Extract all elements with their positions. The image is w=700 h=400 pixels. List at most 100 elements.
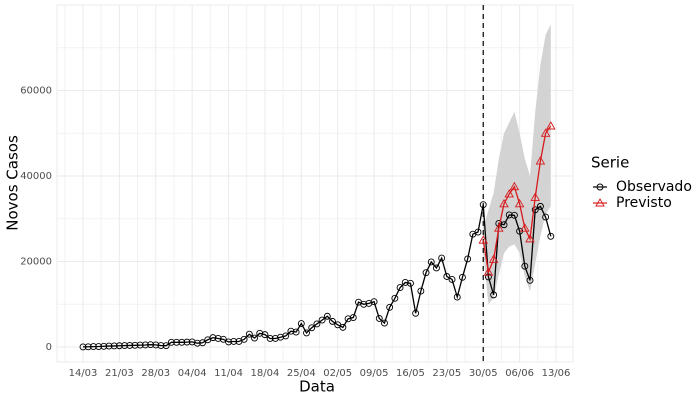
x-tick-label: 16/05 (396, 368, 425, 379)
x-tick-label: 25/04 (287, 368, 316, 379)
circle-marker (323, 312, 331, 320)
x-tick-label: 09/05 (360, 368, 389, 379)
circle-marker (448, 276, 456, 283)
triangle-marker (478, 235, 489, 244)
circle-marker (105, 342, 113, 350)
circle-marker (339, 323, 347, 331)
circle-marker (536, 202, 544, 210)
circle-marker (282, 332, 290, 340)
triangle-marker (530, 192, 540, 201)
circle-marker (438, 254, 446, 262)
circle-marker (188, 338, 196, 346)
circle-marker (251, 334, 258, 342)
circle-marker (375, 314, 383, 322)
circle-marker (542, 213, 550, 221)
circle-marker (329, 317, 336, 325)
circle-marker (370, 298, 378, 306)
triangle-marker (483, 267, 494, 276)
circle-marker (157, 342, 165, 349)
circle-marker (407, 279, 414, 287)
circle-marker (547, 232, 555, 240)
circle-marker (474, 228, 482, 236)
circle-marker (261, 331, 269, 339)
y-tick-label: 60000 (20, 86, 52, 97)
circle-marker (417, 287, 425, 295)
circle-marker (292, 328, 300, 336)
circle-marker (500, 221, 508, 229)
circle-marker (396, 284, 404, 292)
circle-marker (162, 342, 170, 350)
circle-marker (412, 309, 420, 317)
circle-marker (193, 339, 201, 347)
y-axis-title: Novos Casos (4, 135, 22, 231)
circle-marker (349, 314, 357, 321)
circle-marker (256, 329, 264, 337)
circle-marker (126, 342, 134, 349)
circle-marker (136, 341, 144, 349)
circle-marker (245, 330, 253, 338)
legend-label: Previsto (616, 195, 672, 211)
circle-marker (458, 273, 466, 281)
circle-marker (84, 343, 92, 351)
circle-marker (479, 201, 487, 209)
x-tick-label: 14/03 (69, 368, 98, 379)
series-line (82, 204, 552, 348)
circle-marker (453, 293, 461, 301)
circle-marker (344, 315, 352, 323)
x-tick-label: 04/04 (178, 368, 207, 379)
x-tick-label: 23/05 (432, 368, 461, 379)
circle-marker (443, 273, 451, 280)
circle-marker (596, 183, 604, 191)
circle-marker (318, 316, 326, 324)
y-tick-label: 40000 (20, 171, 52, 182)
triangle-marker (514, 198, 525, 208)
circle-marker (287, 327, 295, 335)
triangle-marker (525, 233, 535, 243)
circle-marker (490, 291, 498, 299)
circle-marker (303, 329, 310, 337)
circle-marker (464, 255, 472, 263)
circle-marker (121, 342, 129, 349)
triangle-marker (595, 198, 605, 207)
legend-title: Serie (591, 154, 629, 172)
circle-marker (167, 338, 175, 346)
circle-marker (433, 264, 440, 272)
triangle-marker (488, 254, 499, 263)
circle-marker (271, 335, 279, 342)
x-tick-label: 02/05 (323, 368, 352, 379)
x-tick-label: 21/03 (105, 368, 134, 379)
panel (56, 4, 574, 363)
circle-marker (110, 342, 118, 350)
circle-marker (277, 333, 284, 341)
x-tick-label: 30/05 (469, 368, 498, 379)
circle-marker (401, 279, 409, 286)
x-tick-label: 13/06 (542, 368, 571, 379)
legend-label: Observado (616, 179, 692, 195)
triangle-marker (540, 128, 551, 137)
circle-marker (152, 341, 160, 349)
circle-marker (526, 276, 534, 284)
x-tick-label: 11/04 (214, 368, 243, 379)
circle-marker (141, 341, 149, 349)
circle-marker (173, 338, 181, 346)
triangle-marker (509, 181, 520, 191)
circle-marker (510, 211, 518, 219)
triangle-marker (504, 189, 514, 198)
circle-marker (95, 343, 103, 350)
circle-marker (230, 338, 238, 345)
x-axis-title: Data (299, 378, 335, 396)
x-tick-label: 28/03 (141, 368, 170, 379)
circle-marker (266, 335, 274, 342)
x-tick-label: 06/06 (505, 368, 534, 379)
circle-marker (131, 341, 139, 349)
circle-marker (360, 300, 368, 308)
circle-marker (115, 342, 123, 350)
circle-marker (214, 335, 222, 342)
circle-marker (531, 206, 539, 214)
circle-marker (147, 341, 155, 349)
triangle-marker (520, 223, 530, 232)
circle-marker (183, 338, 191, 346)
triangle-marker (494, 223, 504, 232)
circle-marker (386, 303, 394, 311)
